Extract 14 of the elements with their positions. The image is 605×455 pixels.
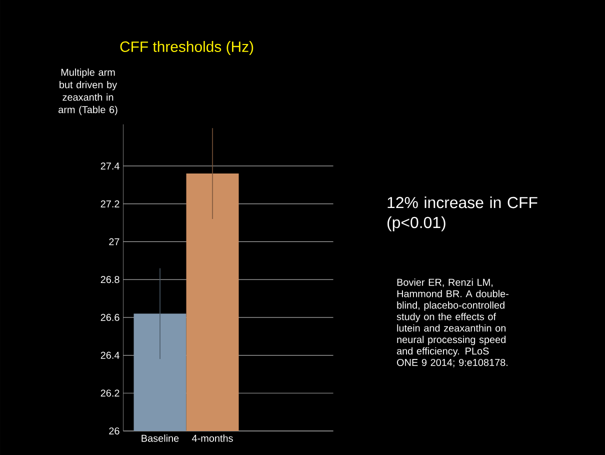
y-tick-label: 27 [109, 238, 120, 246]
y-tick-label: 26 [109, 427, 120, 435]
x-tick-label: Baseline [142, 434, 179, 442]
text: 12% increase in CFF (p<0.01) [388, 196, 538, 232]
x-tick-label: 4-months [192, 434, 233, 442]
y-tick-label: 27.2 [100, 200, 120, 208]
y-tick-label: 27.4 [100, 162, 120, 170]
text: Multiple arm but driven by zeaxanth in arm (Table 6) [58, 68, 118, 116]
text: Bovier ER, Renzi LM, Hammond BR. A double-blind, placebo-controlled study on the effects of lutein and zeaxanthin on neural processing speed and efficiency. PLoS ONE 9 2014; 9:e108178. [396, 278, 508, 368]
y-tick-label: 26.2 [100, 390, 120, 397]
y-tick-label: 26.4 [100, 352, 120, 359]
y-tick-label: 26.8 [100, 276, 120, 284]
chart-title: CFF thresholds (Hz) [120, 41, 254, 55]
y-tick-label: 26.6 [100, 314, 120, 321]
